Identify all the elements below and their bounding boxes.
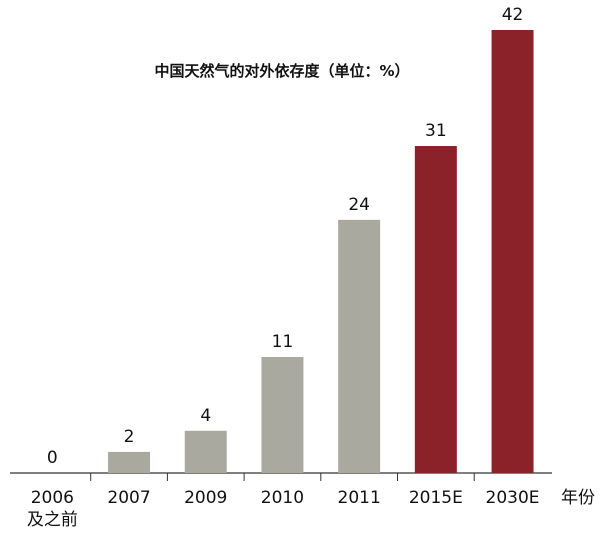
value-label: 31 bbox=[425, 121, 447, 141]
value-label: 24 bbox=[348, 195, 370, 215]
bar bbox=[108, 451, 151, 473]
x-axis-label: 年份 bbox=[561, 488, 595, 508]
x-tick-label: 2030E bbox=[485, 488, 540, 508]
value-label: 2 bbox=[124, 427, 135, 447]
bar bbox=[491, 30, 534, 473]
x-tick-label: 2011 bbox=[337, 488, 381, 508]
value-label: 42 bbox=[502, 5, 524, 25]
x-tick-label: 2010 bbox=[260, 488, 305, 508]
value-label: 4 bbox=[200, 406, 211, 426]
x-tick-label: 2009 bbox=[184, 488, 228, 508]
chart-title: 中国天然气的对外依存度（单位：%） bbox=[154, 62, 409, 80]
x-tick-label: 2007 bbox=[107, 488, 151, 508]
bar bbox=[184, 430, 227, 473]
bar bbox=[261, 356, 304, 473]
x-tick-label: 2006 及之前 bbox=[26, 488, 78, 530]
x-tick-label: 2015E bbox=[408, 488, 463, 508]
bar bbox=[414, 146, 457, 473]
bar bbox=[338, 219, 381, 473]
value-label: 11 bbox=[272, 332, 294, 352]
value-label: 0 bbox=[47, 448, 58, 468]
